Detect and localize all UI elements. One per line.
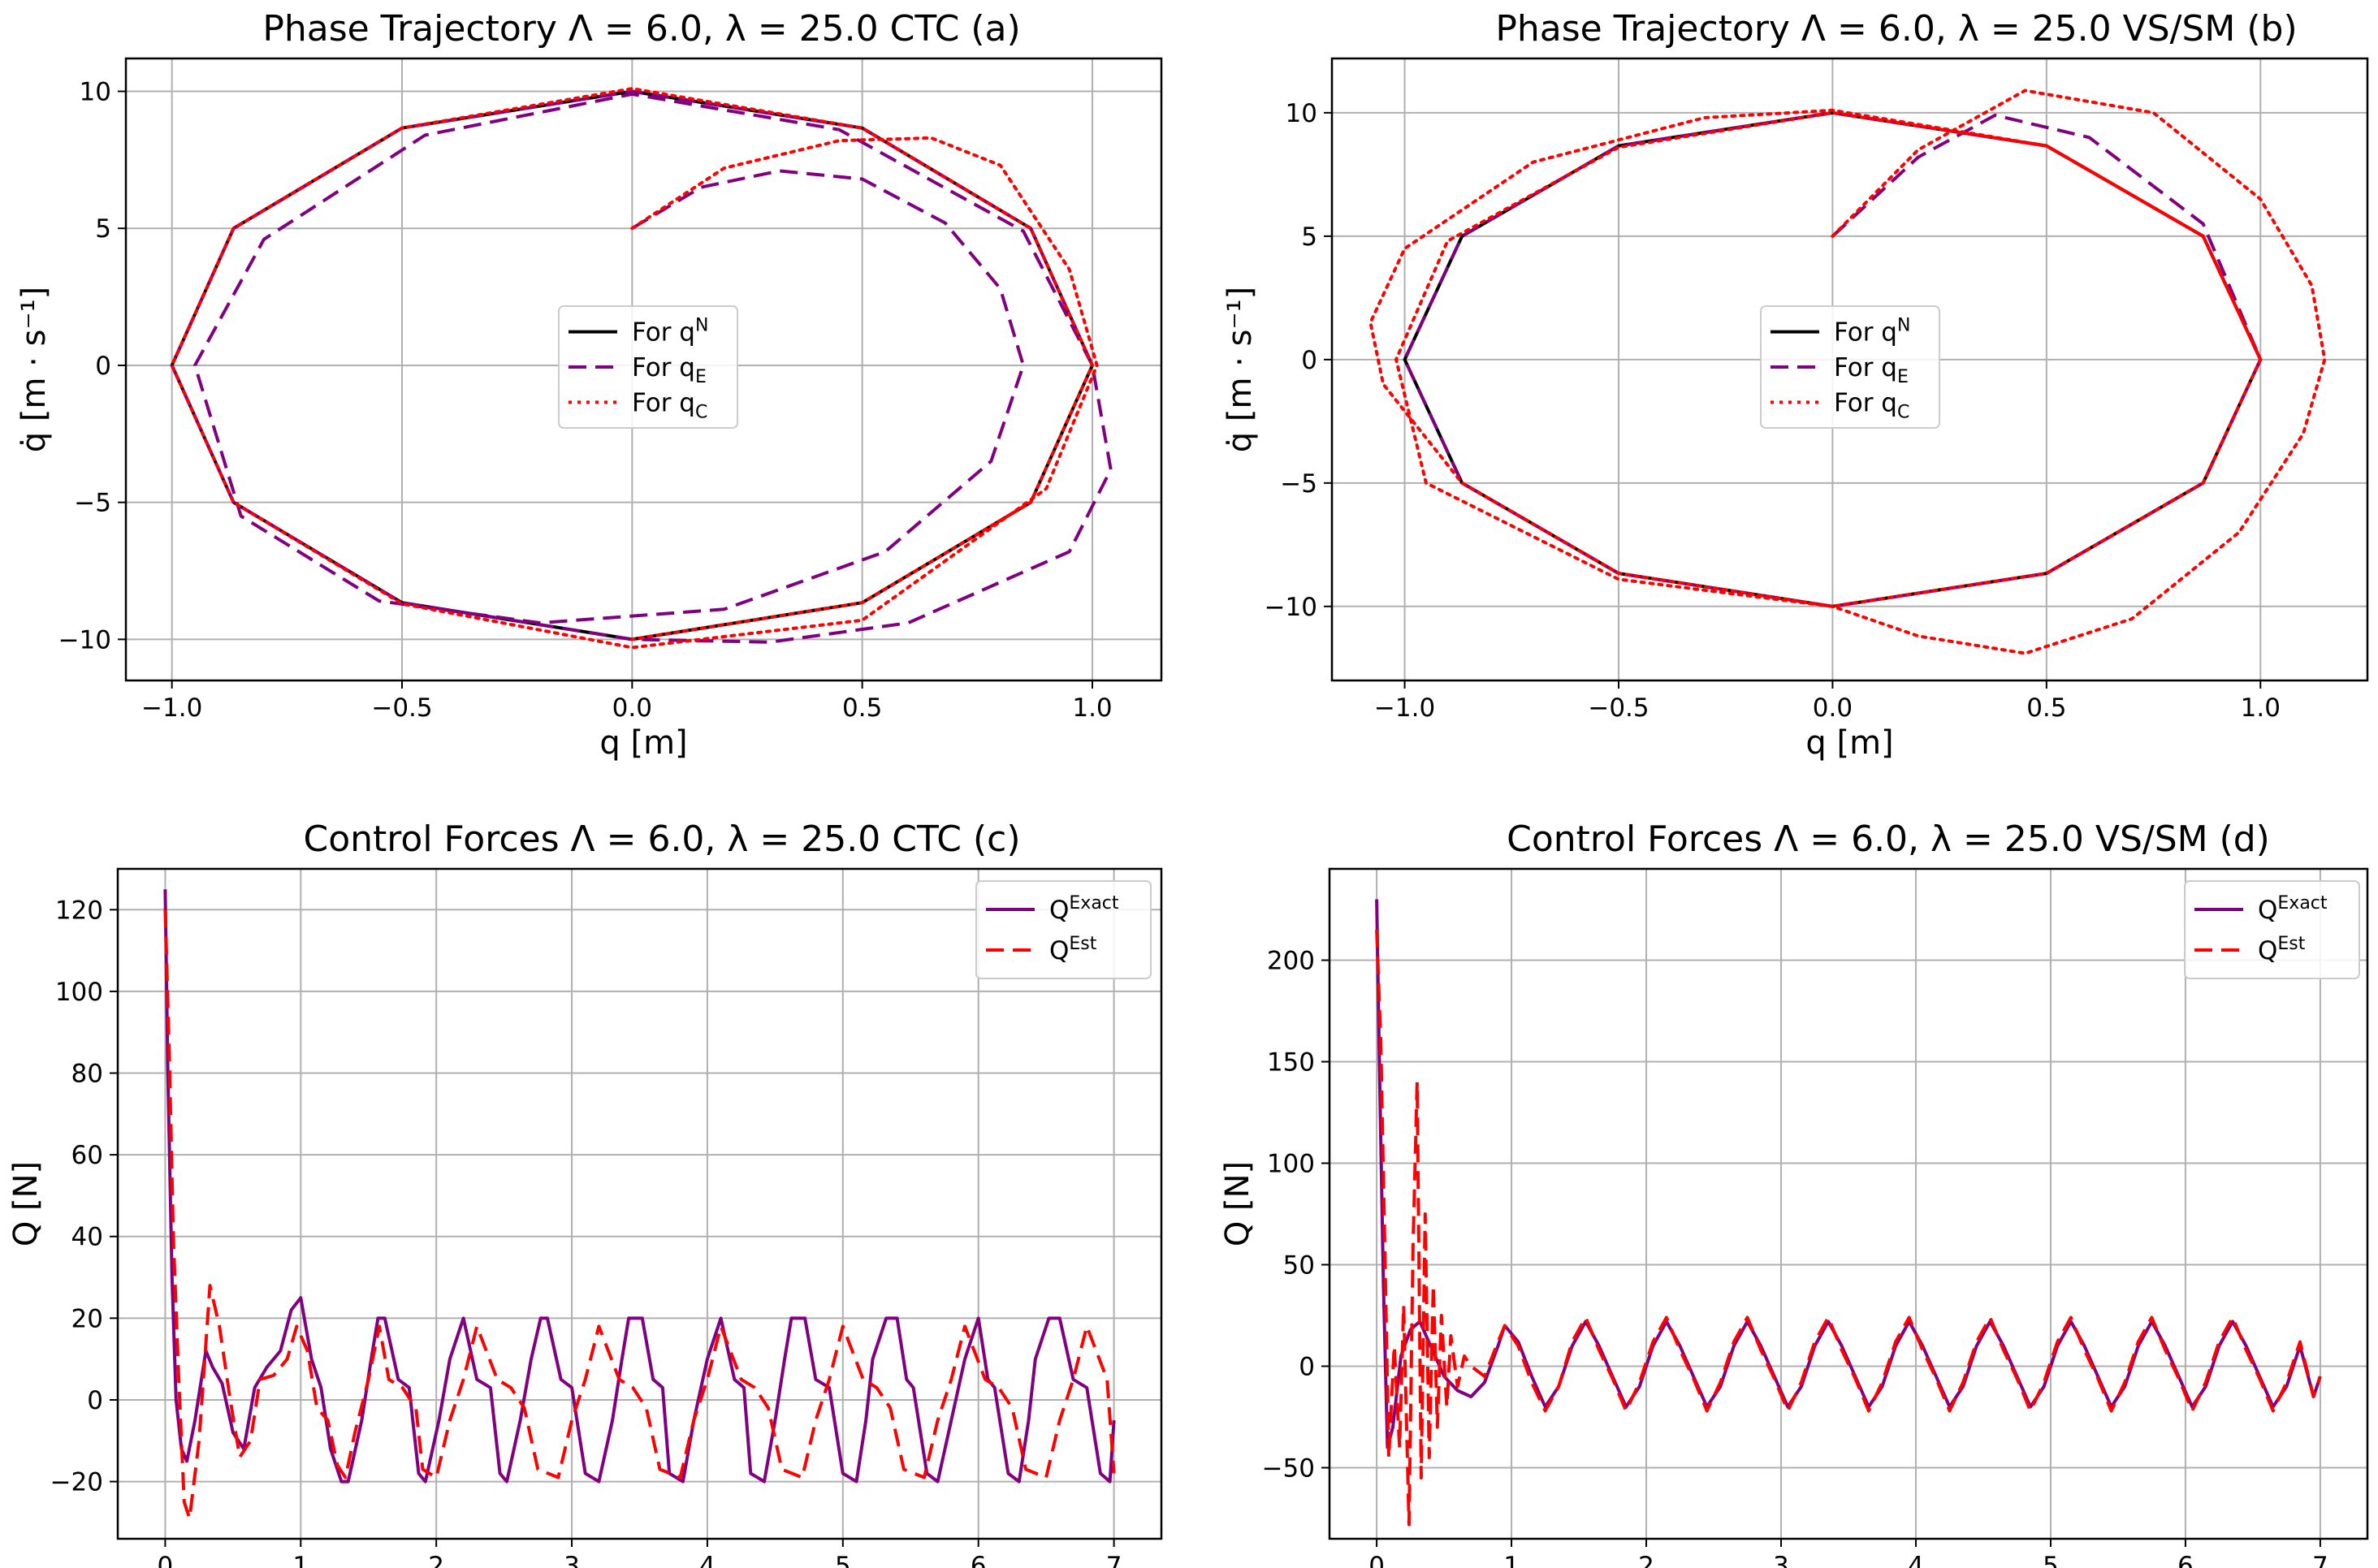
panel-b-ytick-label-0: −10 <box>1265 593 1317 622</box>
panel-d-legend-label-0: QExact <box>2258 893 2328 925</box>
panel-a-xtick-label-1: −0.5 <box>371 693 432 723</box>
panel-d-ytick-label-1: 0 <box>1299 1353 1315 1382</box>
panel-d-ytick-label-2: 50 <box>1283 1251 1315 1281</box>
panel-a-title: Phase Trajectory Λ = 6.0, λ = 25.0 CTC (… <box>262 8 1020 50</box>
panel-d-legend: QExact QEst <box>2184 880 2360 979</box>
panel-a-ytick-label-2: 0 <box>95 352 111 381</box>
panel-a-legend-label-0: For qN <box>632 316 708 348</box>
panel-c-frame <box>116 867 1163 1540</box>
panel-c-xtick-label-1: 1 <box>292 1552 309 1568</box>
panel-b-xtick-label-2: 0.0 <box>1813 693 1853 723</box>
panel-a-frame <box>124 57 1163 682</box>
panel-d-title: Control Forces Λ = 6.0, λ = 25.0 VS/SM (… <box>1507 819 2270 860</box>
panel-d-ytick-label-3: 100 <box>1267 1150 1315 1179</box>
panel-b-ylabel: q̇ [m · s⁻¹] <box>1221 287 1259 452</box>
panel-b-xtick-label-1: −0.5 <box>1588 693 1649 723</box>
panel-c-xtick-label-6: 6 <box>971 1552 987 1568</box>
panel-b-ytick-label-2: 0 <box>1301 346 1317 375</box>
panel-b-xlabel: q [m] <box>1805 724 1893 762</box>
panel-b-xtick-label-0: −1.0 <box>1374 693 1435 723</box>
panel-d-ytick-label-5: 200 <box>1267 947 1315 976</box>
panel-a-xtick-label-0: −1.0 <box>141 693 202 723</box>
panel-c-series-1 <box>163 909 1116 1520</box>
panel-d-xtick-label-3: 3 <box>1773 1552 1789 1568</box>
panel-a-legend-label-2: For qC <box>632 388 707 422</box>
panel-d-series-0 <box>1375 899 2322 1449</box>
panel-b-legend-label-0: For qN <box>1834 316 1910 348</box>
panel-d-frame <box>1328 867 2369 1540</box>
panel-a-legend-label-1: For qE <box>632 353 707 387</box>
panel-d-ylabel: Q [N] <box>1219 1161 1256 1246</box>
panel-d-xtick-label-5: 5 <box>2043 1552 2059 1568</box>
panel-b-legend-label-1: For qE <box>1834 353 1909 387</box>
panel-c-ytick-label-6: 100 <box>55 978 103 1007</box>
panel-d-xtick-label-4: 4 <box>1908 1552 1924 1568</box>
panel-d-xtick-label-0: 0 <box>1368 1552 1385 1568</box>
panel-c-ylabel: Q [N] <box>7 1161 45 1246</box>
panel-d-ytick-label-0: −50 <box>1262 1454 1315 1484</box>
panel-c-ytick-label-2: 20 <box>71 1304 103 1333</box>
panel-c-xtick-label-5: 5 <box>835 1552 851 1568</box>
panel-a-xtick-label-2: 0.0 <box>612 693 652 723</box>
panel-c-xtick-label-3: 3 <box>564 1552 580 1568</box>
panel-c: 0 1 2 3 4 5 6 7 −20 0 20 40 60 80 100 120 Control Forces… <box>7 819 1163 1568</box>
panel-b-ytick-label-1: −5 <box>1280 469 1317 499</box>
panel-c-ytick-label-4: 60 <box>71 1141 103 1170</box>
panel-b-legend-box <box>1760 305 1940 429</box>
panel-d-xtick-label-7: 7 <box>2312 1552 2328 1568</box>
panel-a-legend-box <box>558 305 738 429</box>
panel-a-ytick-label-4: 10 <box>80 77 111 106</box>
panel-a-xtick-label-4: 1.0 <box>1072 693 1112 723</box>
panel-c-xtick-label-7: 7 <box>1106 1552 1122 1568</box>
panel-c-series-0 <box>163 889 1116 1484</box>
panel-b-frame <box>1330 57 2369 682</box>
panel-d-legend-label-1: QEst <box>2258 934 2306 965</box>
panel-b-legend-label-2: For qC <box>1834 388 1909 422</box>
panel-a-ylabel: q̇ [m · s⁻¹] <box>15 287 53 452</box>
panel-d-xtick-label-6: 6 <box>2177 1552 2194 1568</box>
panel-c-ytick-label-5: 80 <box>71 1060 103 1089</box>
panel-d-ytick-label-4: 150 <box>1267 1048 1315 1078</box>
panel-a-ytick-label-0: −10 <box>58 625 111 654</box>
panel-d-legend-box <box>2184 880 2360 979</box>
panel-b-ytick-label-3: 5 <box>1301 222 1317 252</box>
panel-c-title: Control Forces Λ = 6.0, λ = 25.0 CTC (c) <box>304 819 1021 860</box>
panel-c-ytick-label-1: 0 <box>87 1386 103 1415</box>
panel-c-legend-label-0: QExact <box>1049 893 1119 925</box>
panel-a-xtick-label-3: 0.5 <box>842 693 882 723</box>
panel-c-ytick-label-0: −20 <box>50 1468 103 1497</box>
panel-a-ytick-label-1: −5 <box>74 489 111 518</box>
panel-d-xtick-label-2: 2 <box>1638 1552 1654 1568</box>
panel-b-xtick-label-4: 1.0 <box>2241 693 2281 723</box>
panel-b-series-2 <box>1368 89 2327 655</box>
panel-c-ytick-label-7: 120 <box>55 896 103 925</box>
panel-c-legend-box <box>975 880 1152 979</box>
panel-c-xtick-label-0: 0 <box>158 1552 174 1568</box>
panel-c-xtick-label-2: 2 <box>428 1552 444 1568</box>
panel-d-xtick-label-1: 1 <box>1503 1552 1520 1568</box>
panel-c-xtick-label-4: 4 <box>699 1552 716 1568</box>
panel-a-ytick-label-3: 5 <box>95 214 111 244</box>
panel-d-series-1 <box>1375 929 2322 1527</box>
panel-c-legend-label-1: QEst <box>1049 934 1097 965</box>
panel-b-title: Phase Trajectory Λ = 6.0, λ = 25.0 VS/SM… <box>1495 8 2297 50</box>
panel-b: −1.0 −0.5 0.0 0.5 1.0 −10 −5 0 5 10 Phase Trajecto… <box>1221 8 2369 762</box>
panel-b-xtick-label-3: 0.5 <box>2026 693 2066 723</box>
panel-d: 0 1 2 3 4 5 6 7 −50 0 50 100 150 200 Control Forces Λ … <box>1219 819 2369 1568</box>
panel-c-legend: QExact QEst <box>975 880 1152 979</box>
panel-a: −1.0 −0.5 0.0 0.5 1.0 −10 −5 0 5 10 Phase Trajecto… <box>15 8 1163 762</box>
panel-b-ytick-label-4: 10 <box>1286 99 1317 128</box>
panel-c-ytick-label-3: 40 <box>71 1223 103 1252</box>
panel-a-xlabel: q [m] <box>599 724 687 762</box>
panel-a-series-2 <box>170 87 1099 650</box>
